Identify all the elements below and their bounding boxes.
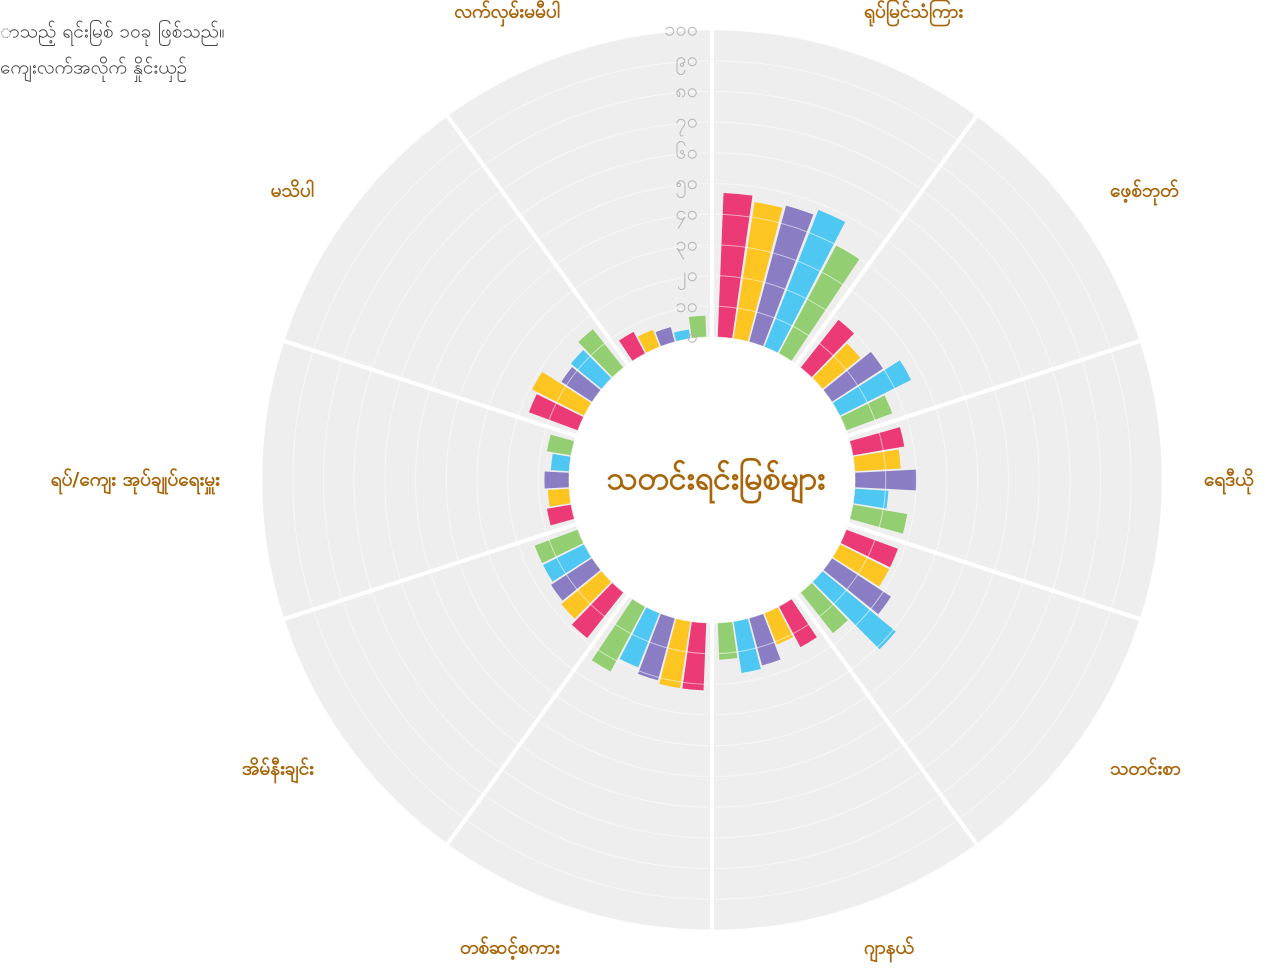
bar — [551, 558, 601, 601]
bar — [849, 504, 908, 534]
bar — [682, 621, 707, 691]
bar — [733, 202, 783, 342]
bar — [832, 360, 912, 416]
sector-divider — [444, 113, 632, 369]
sector-divider — [281, 521, 581, 622]
annotation: ဉ် — [0, 373, 1, 400]
y-tick-label: ၀ — [687, 324, 698, 348]
y-tick-label: ၉၀ — [676, 47, 699, 75]
category-label: လက်လှမ်းမမီပါ — [454, 0, 560, 28]
bar — [749, 205, 814, 347]
y-tick-label: ၂၀ — [677, 262, 698, 290]
category-label: တစ်ဆင့်စကား — [460, 934, 560, 960]
category-label: ရေဒီယို — [1204, 467, 1254, 496]
bar — [619, 331, 646, 362]
y-tick-label: ၅၀ — [676, 170, 699, 198]
bar — [832, 544, 890, 587]
bar — [688, 315, 707, 339]
bar — [637, 613, 675, 681]
bar — [778, 598, 817, 648]
category-label: အိမ်နီးချင်း — [242, 756, 314, 785]
category-label: ရပ်/ကျေး အုပ်ချုပ်ရေးမှူး — [51, 467, 220, 496]
bar — [853, 449, 901, 472]
annotation: ကျေးလက်အလိုက် နှိုင်းယှဉ် — [0, 56, 187, 83]
sector-divider — [792, 591, 980, 847]
bar — [673, 329, 691, 342]
bar — [800, 582, 848, 634]
bar — [849, 427, 905, 456]
bar — [749, 613, 781, 666]
bar — [812, 570, 896, 650]
inner-hole — [569, 337, 855, 623]
bar — [561, 367, 601, 402]
bar — [543, 544, 592, 582]
bar — [659, 618, 691, 689]
sector-divider — [792, 113, 980, 369]
y-tick-label: ၆၀ — [676, 139, 699, 163]
bar — [733, 618, 761, 673]
bar — [717, 621, 738, 660]
bar — [534, 529, 584, 564]
bar — [853, 488, 889, 509]
bar — [546, 434, 575, 456]
sector-divider — [444, 591, 632, 847]
category-label: သတင်းစာ — [1110, 756, 1181, 780]
bar — [655, 327, 675, 347]
category-label: မသိပါ — [271, 177, 314, 201]
bar — [561, 570, 612, 619]
y-tick-label: ၇၀ — [676, 109, 699, 137]
sector-divider — [843, 521, 1143, 622]
bar — [717, 192, 753, 339]
y-tick-label: ၁၀၀ — [664, 17, 698, 41]
bar — [546, 504, 575, 526]
bar — [812, 343, 861, 390]
bar — [637, 329, 660, 353]
y-tick-label: ၃၀ — [676, 231, 699, 259]
bar — [550, 453, 571, 472]
bar — [764, 209, 846, 353]
bar — [840, 395, 893, 431]
y-tick-label: ၈၀ — [675, 78, 698, 102]
category-label: ရုပ်မြင်သံကြား — [864, 0, 963, 28]
bar — [532, 371, 592, 416]
bar — [528, 394, 584, 431]
bar — [547, 488, 571, 507]
bar — [800, 319, 855, 378]
bar — [591, 598, 646, 672]
bar — [544, 471, 570, 489]
bar — [578, 329, 624, 378]
y-tick-label: ၁၀ — [676, 293, 699, 317]
sector-divider — [843, 338, 1143, 439]
bar — [778, 245, 860, 362]
bar — [619, 607, 660, 668]
bar — [840, 529, 898, 568]
sector-divider — [281, 338, 581, 439]
annotation: ာသည့် ရင်းမြစ် ၁၀ခု ဖြစ်သည်။ — [0, 19, 225, 47]
bar — [823, 558, 891, 615]
y-tick-label: ၄၀ — [676, 201, 699, 229]
bar — [764, 607, 794, 645]
chart-title: သတင်းရင်းမြစ်များ — [607, 459, 826, 504]
category-label: ဂျာနယ် — [864, 934, 915, 963]
bar — [570, 349, 612, 390]
bar — [823, 351, 884, 402]
category-label: ဖေ့စ်ဘုတ် — [1110, 177, 1179, 206]
